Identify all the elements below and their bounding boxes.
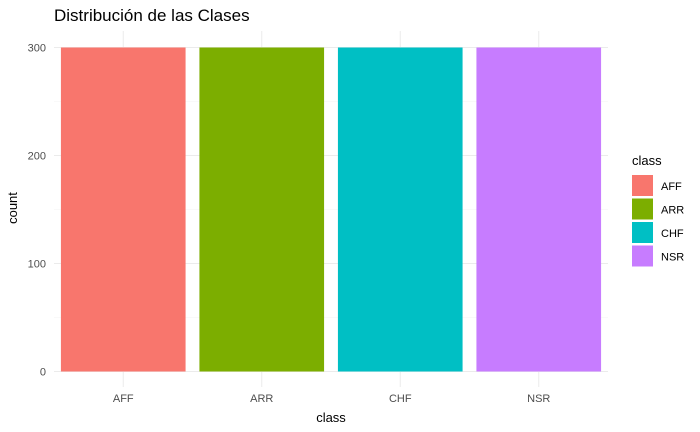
y-tick-label: 200: [28, 151, 46, 163]
bars: [60, 47, 602, 372]
bar-nsr: [476, 47, 602, 372]
x-tick-label: ARR: [250, 393, 273, 405]
bar-chf: [337, 47, 463, 372]
legend: class AFF ARR CHF NSR: [632, 153, 684, 267]
x-tick-label: NSR: [527, 393, 550, 405]
legend-swatch-aff: [632, 175, 653, 196]
x-axis-title: class: [316, 410, 346, 425]
legend-label: NSR: [661, 252, 684, 264]
chart-title: Distribución de las Clases: [54, 6, 250, 25]
y-axis-ticks: 0 100 200 300: [28, 43, 46, 379]
x-axis-ticks: AFF ARR CHF NSR: [113, 393, 551, 405]
bar-arr: [199, 47, 325, 372]
legend-swatch-arr: [632, 198, 653, 220]
legend-items: AFF ARR CHF NSR: [632, 175, 684, 267]
x-tick-label: CHF: [389, 393, 412, 405]
legend-swatch-chf: [632, 222, 653, 243]
y-tick-label: 0: [40, 367, 46, 379]
legend-label: CHF: [661, 228, 684, 240]
x-tick-label: AFF: [113, 393, 134, 405]
legend-swatch-nsr: [632, 245, 653, 267]
legend-label: ARR: [661, 205, 684, 217]
legend-label: AFF: [661, 181, 682, 193]
y-tick-label: 300: [28, 43, 46, 55]
y-tick-label: 100: [28, 259, 46, 271]
bar-aff: [60, 47, 186, 372]
legend-title: class: [632, 153, 662, 168]
y-axis-title: count: [5, 192, 20, 224]
